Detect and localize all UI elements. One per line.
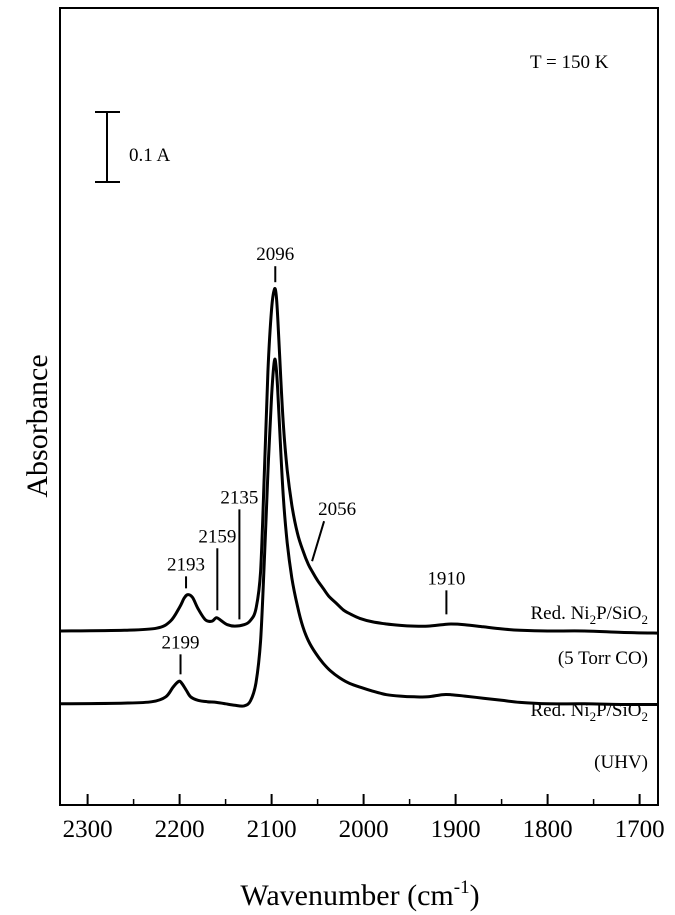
series-1-name-sub1: 2 [590, 709, 597, 724]
series-0-labels: Red. Ni2P/SiO2 (5 Torr CO) [530, 603, 648, 669]
chart-annotations: 2096 2193 2159 2135 2056 1910 2199 [162, 244, 465, 675]
x-axis-label: Wavenumber (cm-1) [240, 877, 479, 912]
series-1-line [59, 357, 659, 708]
x-tick-label: 1900 [431, 816, 481, 843]
scale-bar: 0.1 A [95, 111, 170, 183]
series-1-name: Red. Ni2P/SiO2 [530, 700, 648, 724]
annotation-label: 2096 [256, 244, 294, 265]
annotation-label: 2193 [167, 554, 205, 575]
chart-labels: Absorbance Wavenumber (cm-1) T = 150 K 0… [21, 52, 648, 912]
series-0-line [59, 287, 659, 635]
annotation-label: 2135 [220, 487, 258, 508]
x-axis-label-text: Wavenumber (cm [240, 879, 453, 912]
series-1-name-sub2: 2 [642, 709, 649, 724]
chart-series [59, 287, 659, 708]
series-0-name: Red. Ni2P/SiO2 [530, 603, 648, 627]
annotation-marker [311, 520, 326, 562]
x-tick-label: 2200 [155, 816, 205, 843]
series-0-name-sub1: 2 [590, 612, 597, 627]
x-tick-label: 1800 [523, 816, 573, 843]
series-1-name-b: P/SiO [596, 700, 641, 721]
series-1-name-a: Red. Ni [530, 700, 589, 721]
x-axis-label-superscript: -1 [454, 877, 470, 898]
annotation-label: 1910 [427, 568, 465, 589]
x-tick-label: 2000 [339, 816, 389, 843]
series-1-condition: (UHV) [594, 752, 648, 773]
chart-axes: 2300 2200 2100 2000 1900 1800 1700 [59, 7, 665, 843]
x-axis-label-close: ) [470, 879, 480, 912]
y-axis-label: Absorbance [21, 354, 54, 497]
series-0-name-b: P/SiO [596, 603, 641, 624]
series-0-name-a: Red. Ni [530, 603, 589, 624]
annotation-label: 2056 [318, 499, 356, 520]
x-tick-label: 2300 [63, 816, 113, 843]
scale-bar-label: 0.1 A [129, 145, 170, 166]
plot-frame [59, 7, 659, 806]
x-tick-label: 1700 [615, 816, 665, 843]
series-0-condition: (5 Torr CO) [558, 648, 648, 669]
series-1-labels: Red. Ni2P/SiO2 (UHV) [530, 700, 648, 773]
series-0-name-sub2: 2 [642, 612, 649, 627]
temperature-label: T = 150 K [530, 52, 609, 73]
annotation-label: 2199 [162, 632, 200, 653]
x-tick-label: 2100 [247, 816, 297, 843]
annotation-label: 2159 [198, 526, 236, 547]
